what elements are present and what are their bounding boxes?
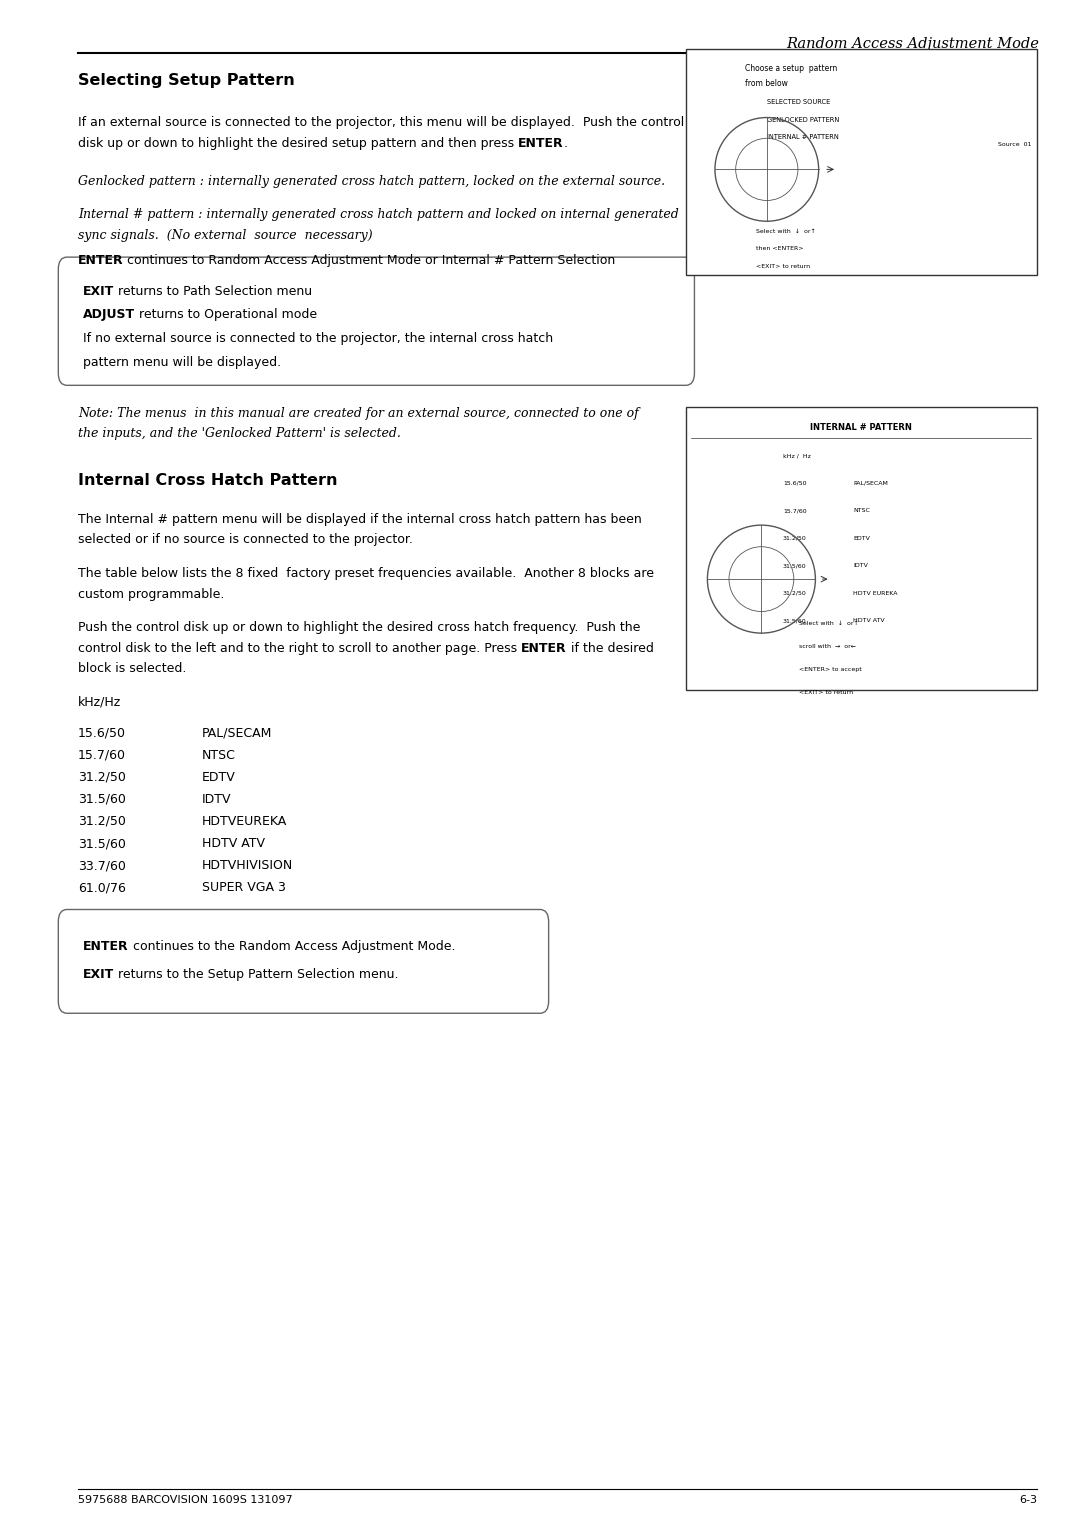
Text: ADJUST: ADJUST bbox=[83, 308, 135, 322]
Text: Random Access Adjustment Mode: Random Access Adjustment Mode bbox=[786, 37, 1039, 50]
Text: IDTV: IDTV bbox=[853, 563, 868, 568]
Text: then <ENTER>: then <ENTER> bbox=[756, 246, 804, 252]
Text: Selecting Setup Pattern: Selecting Setup Pattern bbox=[78, 73, 295, 89]
Text: returns to the Setup Pattern Selection menu.: returns to the Setup Pattern Selection m… bbox=[114, 967, 399, 981]
Text: HDTV ATV: HDTV ATV bbox=[853, 618, 885, 623]
Text: 5975688 BARCOVISION 1609S 131097: 5975688 BARCOVISION 1609S 131097 bbox=[78, 1495, 293, 1506]
Text: If no external source is connected to the projector, the internal cross hatch: If no external source is connected to th… bbox=[83, 333, 553, 345]
Bar bbox=[686, 407, 1037, 690]
Text: block is selected.: block is selected. bbox=[78, 662, 186, 676]
Text: kHz /  Hz: kHz / Hz bbox=[783, 453, 811, 458]
Text: Select with  ↓  or↑: Select with ↓ or↑ bbox=[756, 229, 815, 233]
Text: NTSC: NTSC bbox=[202, 748, 235, 761]
Text: 61.0/76: 61.0/76 bbox=[78, 881, 125, 894]
Text: <EXIT> to return: <EXIT> to return bbox=[799, 690, 853, 694]
Text: If an external source is connected to the projector, this menu will be displayed: If an external source is connected to th… bbox=[78, 116, 684, 130]
Text: Push the control disk up or down to highlight the desired cross hatch frequency.: Push the control disk up or down to high… bbox=[78, 621, 640, 635]
Text: INTERNAL # PATTERN: INTERNAL # PATTERN bbox=[767, 134, 838, 140]
Text: 31.2/50: 31.2/50 bbox=[78, 771, 125, 784]
Text: EXIT: EXIT bbox=[83, 284, 114, 298]
Text: The Internal # pattern menu will be displayed if the internal cross hatch patter: The Internal # pattern menu will be disp… bbox=[78, 513, 642, 526]
Text: sync signals.  (No external  source  necessary): sync signals. (No external source necess… bbox=[78, 229, 373, 243]
Text: Internal # pattern : internally generated cross hatch pattern and locked on inte: Internal # pattern : internally generate… bbox=[78, 209, 678, 221]
Text: 31.2/50: 31.2/50 bbox=[783, 536, 807, 540]
Text: HDTVHIVISION: HDTVHIVISION bbox=[202, 859, 293, 873]
Text: 15.6/50: 15.6/50 bbox=[783, 481, 807, 485]
Text: Internal Cross Hatch Pattern: Internal Cross Hatch Pattern bbox=[78, 473, 337, 488]
Text: 31.5/60: 31.5/60 bbox=[78, 836, 125, 850]
Text: the inputs, and the 'Genlocked Pattern' is selected.: the inputs, and the 'Genlocked Pattern' … bbox=[78, 427, 401, 441]
Text: Genlocked pattern : internally generated cross hatch pattern, locked on the exte: Genlocked pattern : internally generated… bbox=[78, 175, 665, 188]
Text: The table below lists the 8 fixed  factory preset frequencies available.  Anothe: The table below lists the 8 fixed factor… bbox=[78, 566, 653, 580]
Bar bbox=[686, 49, 1037, 275]
Text: returns to Path Selection menu: returns to Path Selection menu bbox=[114, 284, 312, 298]
Text: ENTER: ENTER bbox=[83, 940, 129, 954]
Text: from below: from below bbox=[745, 78, 788, 87]
Text: HDTV ATV: HDTV ATV bbox=[202, 836, 265, 850]
Text: ENTER: ENTER bbox=[518, 137, 564, 150]
Text: PAL/SECAM: PAL/SECAM bbox=[853, 481, 888, 485]
Text: IDTV: IDTV bbox=[202, 792, 231, 806]
Text: NTSC: NTSC bbox=[853, 508, 870, 513]
Text: 31.5/60: 31.5/60 bbox=[78, 792, 125, 806]
Text: SELECTED SOURCE: SELECTED SOURCE bbox=[767, 99, 831, 105]
Text: EXIT: EXIT bbox=[83, 967, 114, 981]
Text: <ENTER> to accept: <ENTER> to accept bbox=[799, 667, 862, 671]
Text: continues to Random Access Adjustment Mode or Internal # Pattern Selection: continues to Random Access Adjustment Mo… bbox=[123, 253, 616, 267]
Text: kHz/Hz: kHz/Hz bbox=[78, 696, 121, 710]
Text: custom programmable.: custom programmable. bbox=[78, 588, 225, 601]
Text: 31.2/50: 31.2/50 bbox=[783, 591, 807, 595]
Text: GENLOCKED PATTERN: GENLOCKED PATTERN bbox=[767, 116, 839, 122]
Text: EDTV: EDTV bbox=[853, 536, 870, 540]
Text: returns to Operational mode: returns to Operational mode bbox=[135, 308, 318, 322]
Text: 33.7/60: 33.7/60 bbox=[78, 859, 125, 873]
Text: INTERNAL # PATTERN: INTERNAL # PATTERN bbox=[810, 423, 913, 432]
Text: continues to the Random Access Adjustment Mode.: continues to the Random Access Adjustmen… bbox=[129, 940, 456, 954]
FancyBboxPatch shape bbox=[58, 258, 694, 385]
Text: 31.5/60: 31.5/60 bbox=[783, 618, 807, 623]
Text: Source  01: Source 01 bbox=[998, 142, 1031, 146]
Text: control disk to the left and to the right to scroll to another page. Press: control disk to the left and to the righ… bbox=[78, 641, 521, 655]
Text: 15.7/60: 15.7/60 bbox=[78, 748, 125, 761]
Text: Select with  ↓  or↑: Select with ↓ or↑ bbox=[799, 621, 859, 626]
FancyBboxPatch shape bbox=[58, 909, 549, 1013]
Text: ENTER: ENTER bbox=[78, 253, 123, 267]
Text: disk up or down to highlight the desired setup pattern and then press: disk up or down to highlight the desired… bbox=[78, 137, 518, 150]
Text: 15.7/60: 15.7/60 bbox=[783, 508, 807, 513]
Text: SUPER VGA 3: SUPER VGA 3 bbox=[202, 881, 286, 894]
Text: selected or if no source is connected to the projector.: selected or if no source is connected to… bbox=[78, 533, 413, 546]
Text: 6-3: 6-3 bbox=[1018, 1495, 1037, 1506]
Text: Note: The menus  in this manual are created for an external source, connected to: Note: The menus in this manual are creat… bbox=[78, 406, 638, 420]
Text: .: . bbox=[564, 137, 567, 150]
Text: ENTER: ENTER bbox=[521, 641, 567, 655]
Text: Choose a setup  pattern: Choose a setup pattern bbox=[745, 64, 837, 73]
Text: HDTVEUREKA: HDTVEUREKA bbox=[202, 815, 287, 829]
Text: EDTV: EDTV bbox=[202, 771, 235, 784]
Text: scroll with  →  or←: scroll with → or← bbox=[799, 644, 856, 649]
Text: 31.5/60: 31.5/60 bbox=[783, 563, 807, 568]
Text: PAL/SECAM: PAL/SECAM bbox=[202, 726, 272, 740]
Text: if the desired: if the desired bbox=[567, 641, 653, 655]
Text: <EXIT> to return: <EXIT> to return bbox=[756, 264, 810, 269]
Text: 31.2/50: 31.2/50 bbox=[78, 815, 125, 829]
Text: pattern menu will be displayed.: pattern menu will be displayed. bbox=[83, 356, 281, 369]
Text: 15.6/50: 15.6/50 bbox=[78, 726, 125, 740]
Text: HDTV EUREKA: HDTV EUREKA bbox=[853, 591, 897, 595]
